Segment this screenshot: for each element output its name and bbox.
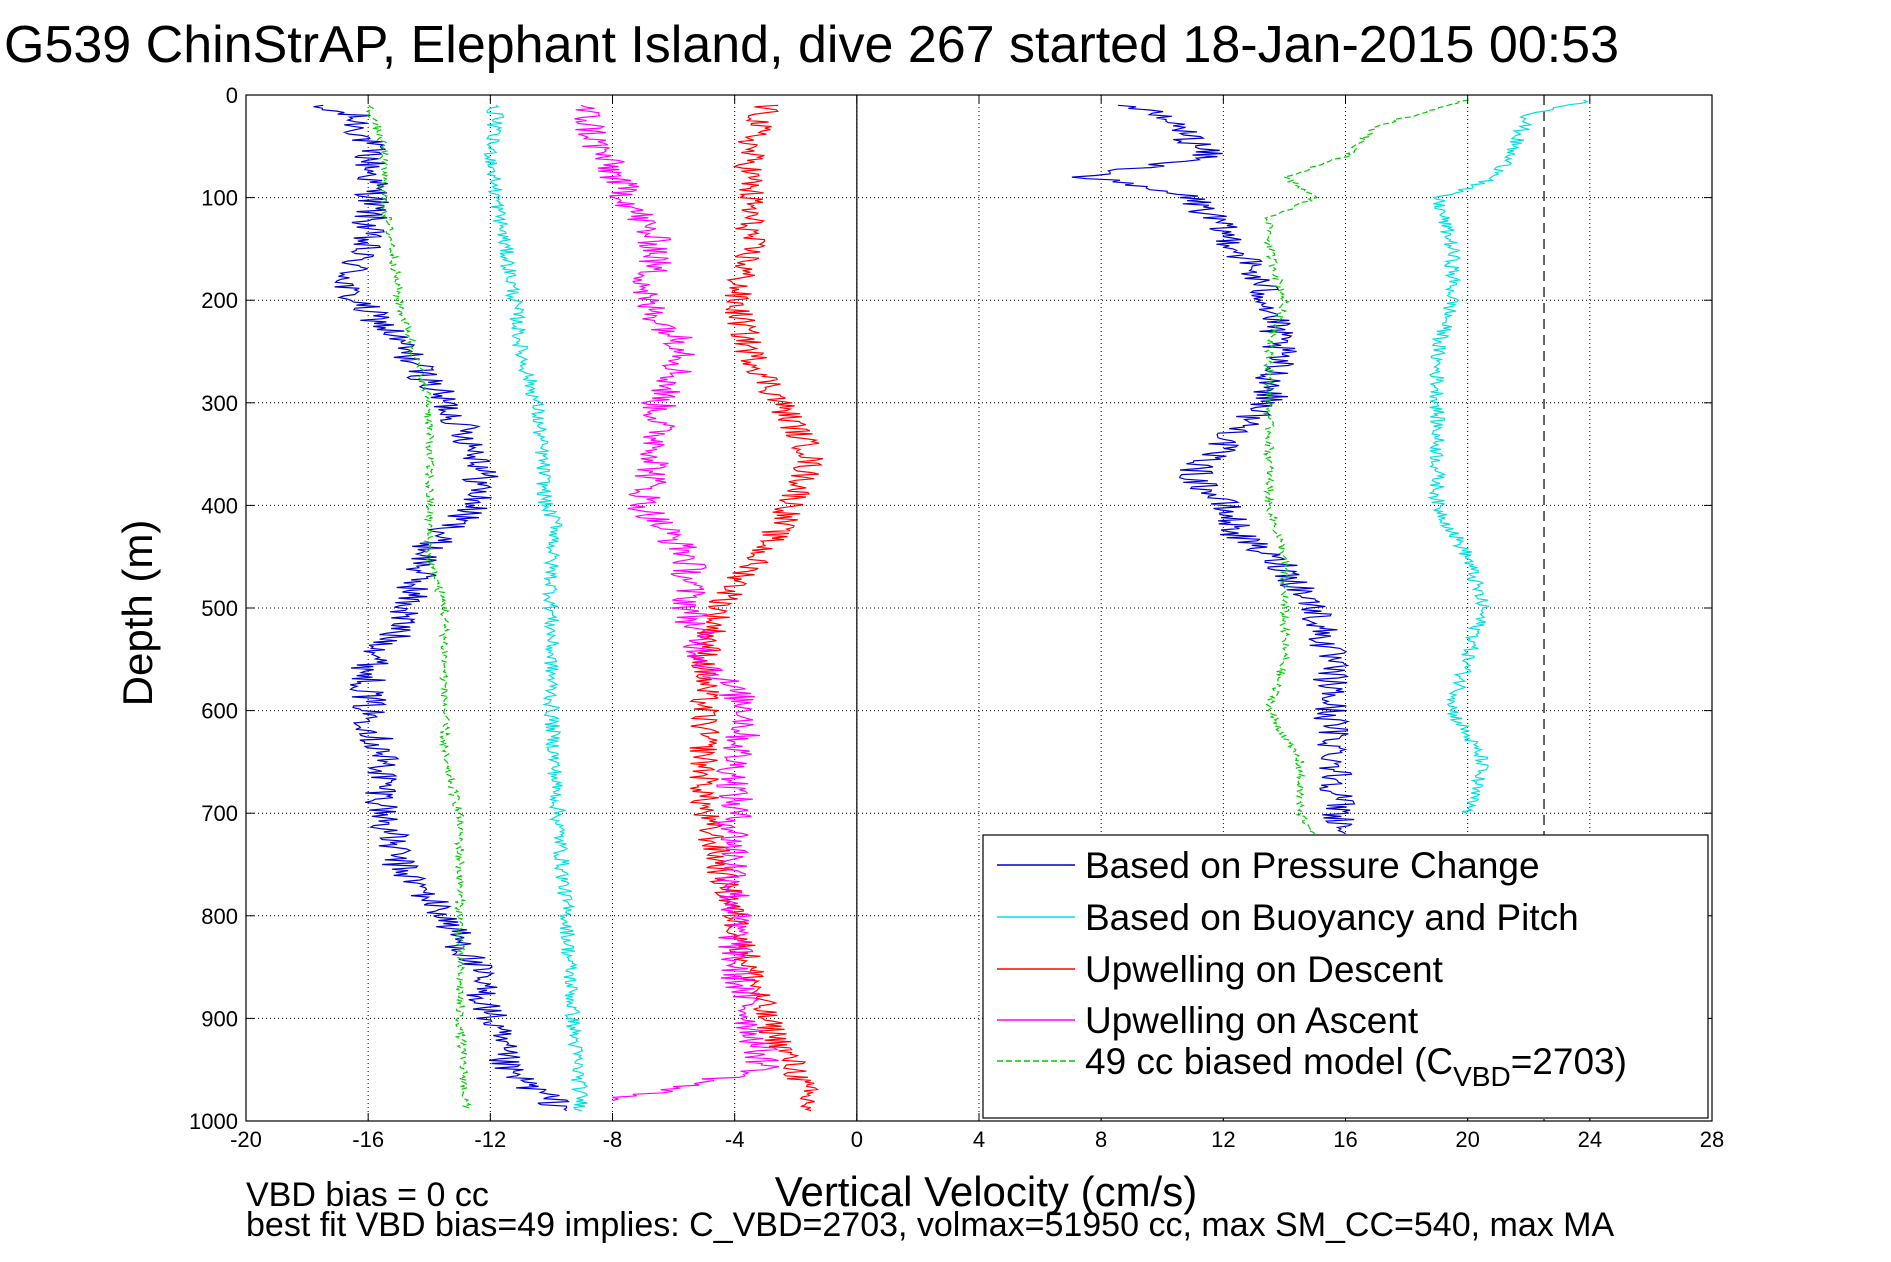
y-axis: 0 100 200 300 400 500 600 700 800 900 1000 — [189, 83, 1712, 1134]
series-line — [483, 104, 589, 1112]
legend-label: Upwelling on Ascent — [1085, 1000, 1419, 1041]
series-line — [1071, 104, 1356, 835]
y-tick-label: 600 — [201, 699, 238, 724]
x-axis-label: Vertical Velocity (cm/s) — [775, 1168, 1197, 1215]
footer-line-2: best fit VBD bias=49 implies: C_VBD=2703… — [246, 1206, 1615, 1244]
legend-label: Based on Pressure Change — [1085, 845, 1540, 886]
y-tick-label: 700 — [201, 801, 238, 826]
x-tick-label: 4 — [973, 1127, 985, 1152]
x-tick-label: 12 — [1211, 1127, 1235, 1152]
legend: Based on Pressure Change Based on Buoyanc… — [982, 834, 1709, 1119]
chart-title: G539 ChinStrAP, Elephant Island, dive 26… — [4, 16, 1619, 74]
y-tick-label: 200 — [201, 288, 238, 313]
y-axis-label: Depth (m) — [114, 520, 161, 707]
y-tick-label: 500 — [201, 596, 238, 621]
series-line — [574, 104, 780, 1102]
y-tick-label: 300 — [201, 391, 238, 416]
x-tick-label: 28 — [1700, 1127, 1724, 1152]
series-layer — [313, 99, 1589, 1112]
x-tick-label: -16 — [352, 1127, 384, 1152]
legend-label: Based on Buoyancy and Pitch — [1085, 897, 1579, 938]
y-tick-label: 1000 — [189, 1109, 238, 1134]
x-tick-label: -8 — [603, 1127, 623, 1152]
series-line — [313, 104, 570, 1112]
y-tick-label: 800 — [201, 904, 238, 929]
legend-label-suffix: =2703) — [1511, 1041, 1627, 1082]
y-tick-label: 0 — [226, 83, 238, 108]
series-line — [1427, 99, 1589, 814]
x-tick-label: 24 — [1578, 1127, 1602, 1152]
x-axis: -20 -16 -12 -8 -4 0 4 8 12 16 20 24 28 — [230, 95, 1724, 1152]
y-tick-label: 400 — [201, 493, 238, 518]
series-line — [1262, 99, 1469, 835]
grid — [246, 95, 1712, 1121]
y-tick-label: 100 — [201, 186, 238, 211]
x-tick-label: -4 — [725, 1127, 745, 1152]
legend-box — [982, 834, 1709, 1119]
x-tick-label: 8 — [1095, 1127, 1107, 1152]
y-tick-label: 900 — [201, 1006, 238, 1031]
legend-label: Upwelling on Descent — [1085, 949, 1444, 990]
x-tick-label: 0 — [851, 1127, 863, 1152]
footer-line-1: VBD bias = 0 cc — [246, 1176, 489, 1214]
x-tick-label: 16 — [1333, 1127, 1357, 1152]
x-tick-label: -12 — [474, 1127, 506, 1152]
legend-label-subscript: VBD — [1453, 1061, 1511, 1092]
x-tick-label: -20 — [230, 1127, 262, 1152]
series-line — [365, 104, 472, 1111]
x-tick-label: 20 — [1455, 1127, 1479, 1152]
